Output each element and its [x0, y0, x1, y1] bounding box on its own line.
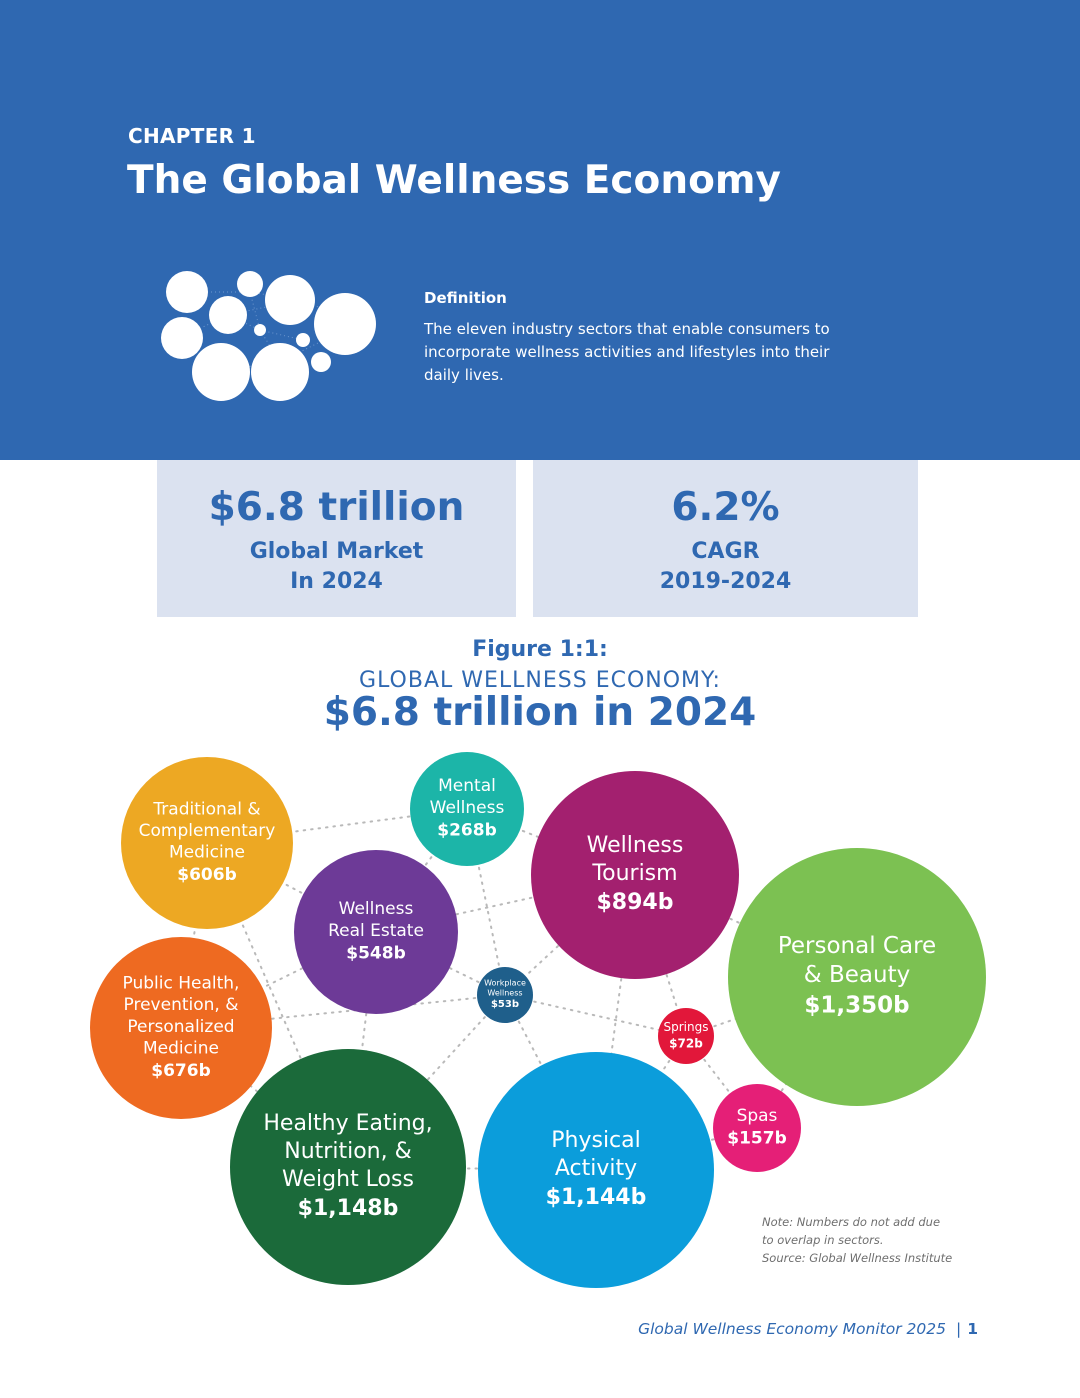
bubble-circle [90, 937, 272, 1119]
bubble-label-line: Nutrition, & [284, 1139, 411, 1164]
note-source: Source: Global Wellness Institute [762, 1251, 953, 1265]
bubble-value-label: $894b [597, 890, 674, 915]
bubble-value-label: $53b [491, 999, 519, 1010]
bubble-circle [478, 1052, 714, 1288]
bubble-public-health-prevention-personalized-medicine: Public Health,Prevention, &PersonalizedM… [90, 937, 272, 1119]
bubble-value-label: $157b [727, 1129, 786, 1149]
bubble-label-line: Prevention, & [124, 995, 239, 1015]
figure-number: Figure 1:1: [472, 637, 608, 662]
bubble-label-line: Complementary [139, 821, 276, 841]
bubble-label-line: Physical [551, 1128, 641, 1153]
bubble-value-label: $268b [437, 820, 496, 840]
stat-value: $6.8 trillion [208, 485, 465, 530]
bubble-value-label: $1,350b [804, 992, 909, 1018]
stat-cagr: 6.2% CAGR 2019-2024 [533, 460, 918, 617]
bubble-label-line: Wellness [587, 833, 684, 858]
page-title: The Global Wellness Economy [127, 158, 781, 203]
bubble-label-line: Wellness [339, 899, 414, 919]
footer-separator: | [955, 1320, 962, 1338]
bubble-label-line: & Beauty [804, 962, 910, 988]
bubble-label-line: Public Health, [123, 974, 240, 994]
bubble-value-label: $1,148b [298, 1196, 399, 1221]
bubble-label-line: Weight Loss [282, 1167, 414, 1192]
bubble-label-line: Traditional & [152, 799, 260, 819]
page-number: 1 [967, 1320, 978, 1338]
bubble-circle [477, 967, 533, 1023]
bubble-circle [410, 752, 524, 866]
stat-label-line1: CAGR [691, 539, 760, 564]
figure-title: GLOBAL WELLNESS ECONOMY: [359, 668, 721, 693]
bubble-circle [121, 757, 293, 929]
bubbles-logo-icon [161, 271, 376, 401]
bubble-label-line: Personalized [127, 1017, 234, 1037]
bubble-circle [230, 1049, 466, 1285]
stat-value: 6.2% [671, 485, 780, 530]
figure-total: $6.8 trillion in 2024 [323, 690, 757, 735]
bubble-circle [531, 771, 739, 979]
bubble-value-label: $606b [177, 865, 236, 885]
stat-label-line2: 2019-2024 [659, 569, 792, 594]
bubble-label-line: Real Estate [328, 921, 424, 941]
bubble-label-line: Medicine [169, 843, 245, 863]
bubble-value-label: $1,144b [546, 1185, 647, 1210]
bubble-circle [713, 1084, 801, 1172]
bubble-label-line: Activity [555, 1156, 637, 1181]
note-line-2: to overlap in sectors. [762, 1233, 884, 1247]
bubble-label-line: Personal Care [778, 933, 936, 959]
bubble-label-line: Healthy Eating, [263, 1111, 432, 1136]
stat-label-line2: In 2024 [290, 569, 383, 594]
chart-note: Note: Numbers do not add due to overlap … [762, 1213, 982, 1267]
bubble-circle [658, 1008, 714, 1064]
footer-publication: Global Wellness Economy Monitor 2025 [638, 1320, 946, 1338]
chapter-label: CHAPTER 1 [128, 124, 256, 148]
bubble-label-line: Tourism [591, 861, 677, 886]
bubble-value-label: $548b [346, 943, 405, 963]
definition-text: The eleven industry sectors that enable … [424, 320, 830, 384]
bubble-personal-care-beauty: Personal Care & Beauty $1,350b [728, 848, 986, 1106]
stat-global-market: $6.8 trillion Global Market In 2024 [157, 460, 516, 617]
bubble-label-line: Workplace [484, 978, 526, 987]
bubble-label-line: Spas [737, 1106, 778, 1126]
bubble-healthy-eating-nutrition-weight-loss: Healthy Eating, Nutrition, & Weight Loss $1… [230, 1049, 466, 1285]
bubble-label-line: Wellness [487, 989, 522, 998]
bubble-value-label: $72b [669, 1036, 703, 1050]
bubble-circle [728, 848, 986, 1106]
bubble-label-line: Wellness [430, 798, 505, 818]
header-banner: CHAPTER 1 The Global Wellness Economy De… [0, 0, 1080, 460]
bubble-workplace-wellness: Workplace Wellness$53b [477, 967, 533, 1023]
note-line-1: Note: Numbers do not add due [762, 1215, 941, 1229]
bubble-physical-activity: Physical Activity $1,144b [478, 1052, 714, 1288]
bubble-springs: Springs $72b [658, 1008, 714, 1064]
bubble-label-line: Springs [664, 1020, 709, 1034]
bubble-circle [294, 850, 458, 1014]
bubble-wellness-tourism: Wellness Tourism $894b [531, 771, 739, 979]
footer: Global Wellness Economy Monitor 2025 | 1 [638, 1320, 978, 1338]
stat-label-line1: Global Market [249, 539, 424, 564]
bubble-label-line: Mental [438, 776, 496, 796]
definition-heading: Definition [424, 289, 507, 307]
bubble-label-line: Medicine [143, 1038, 219, 1058]
bubble-spas: Spas $157b [713, 1084, 801, 1172]
bubble-value-label: $676b [151, 1061, 210, 1081]
